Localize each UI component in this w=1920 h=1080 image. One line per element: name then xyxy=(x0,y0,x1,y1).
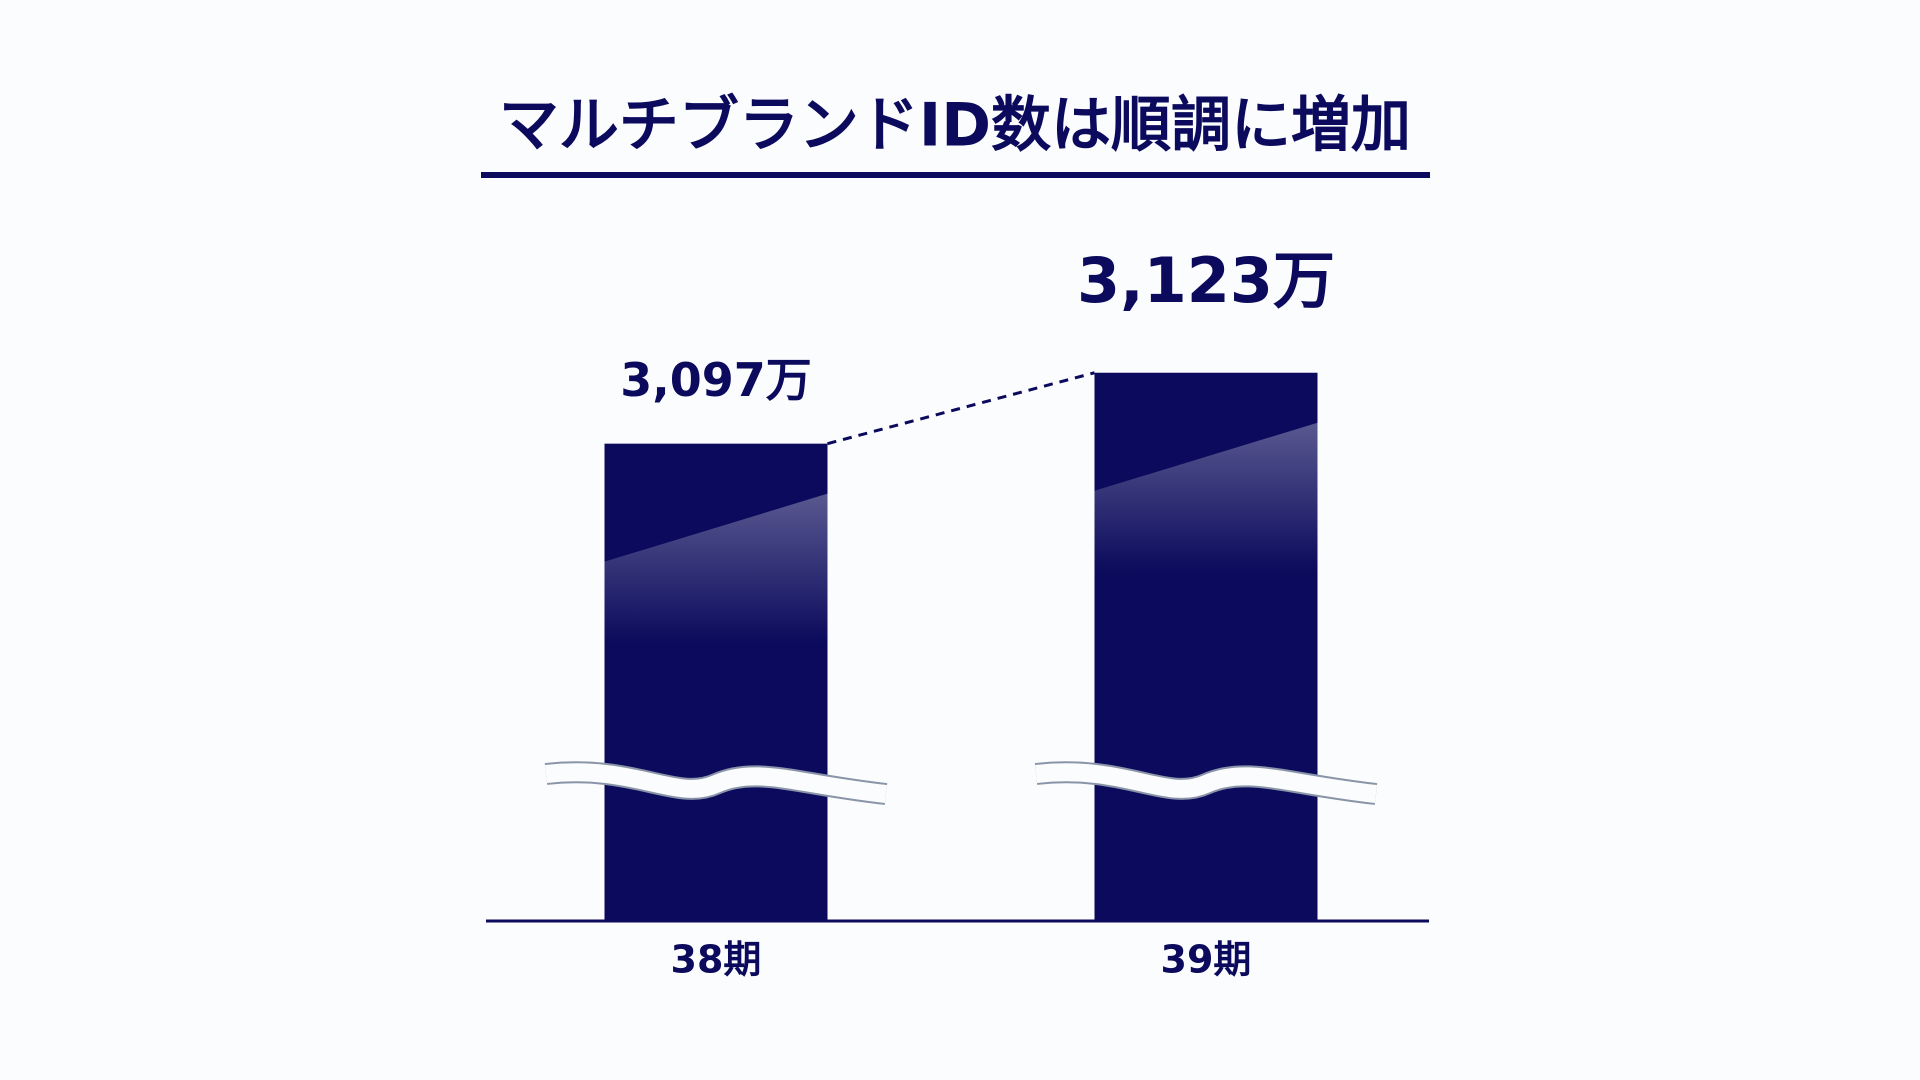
axis-break xyxy=(1035,763,1377,803)
axis-break xyxy=(545,763,887,803)
chart-title: マルチブランドID数は順調に増加 xyxy=(499,91,1411,161)
value-label: 3,123万 xyxy=(1077,244,1335,317)
bar-highlight xyxy=(1094,422,1318,573)
x-tick-label: 38期 xyxy=(671,938,762,982)
bar-highlight xyxy=(604,493,828,644)
x-tick-label: 39期 xyxy=(1161,938,1252,982)
value-label: 3,097万 xyxy=(620,353,812,407)
trend-connector xyxy=(827,371,1095,446)
